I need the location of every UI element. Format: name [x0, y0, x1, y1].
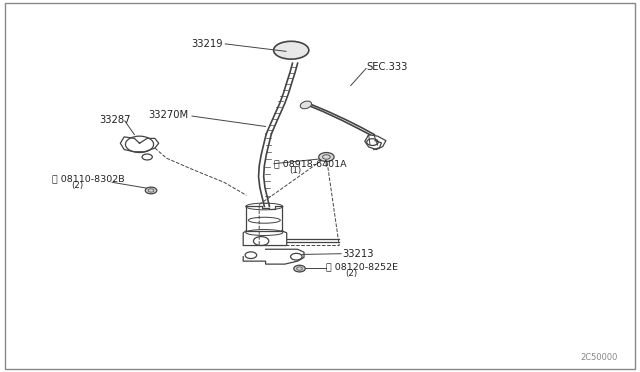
- Text: 33287: 33287: [99, 115, 131, 125]
- Text: 2C50000: 2C50000: [580, 353, 618, 362]
- Ellipse shape: [300, 101, 312, 109]
- Text: ⒱ 08120-8252E: ⒱ 08120-8252E: [326, 263, 398, 272]
- Circle shape: [145, 187, 157, 194]
- Circle shape: [294, 265, 305, 272]
- Text: ⒱ 08110-8302B: ⒱ 08110-8302B: [52, 174, 125, 183]
- Circle shape: [319, 153, 334, 161]
- Text: SEC.333: SEC.333: [366, 62, 408, 72]
- Text: (1): (1): [289, 166, 301, 175]
- Text: 33213: 33213: [342, 249, 374, 259]
- Text: 33270M: 33270M: [148, 110, 189, 120]
- Text: ⓝ 08918-6401A: ⓝ 08918-6401A: [274, 159, 346, 168]
- Text: (2): (2): [346, 269, 358, 278]
- Ellipse shape: [274, 41, 309, 59]
- Text: 33219: 33219: [191, 39, 223, 49]
- Text: (2): (2): [72, 181, 84, 190]
